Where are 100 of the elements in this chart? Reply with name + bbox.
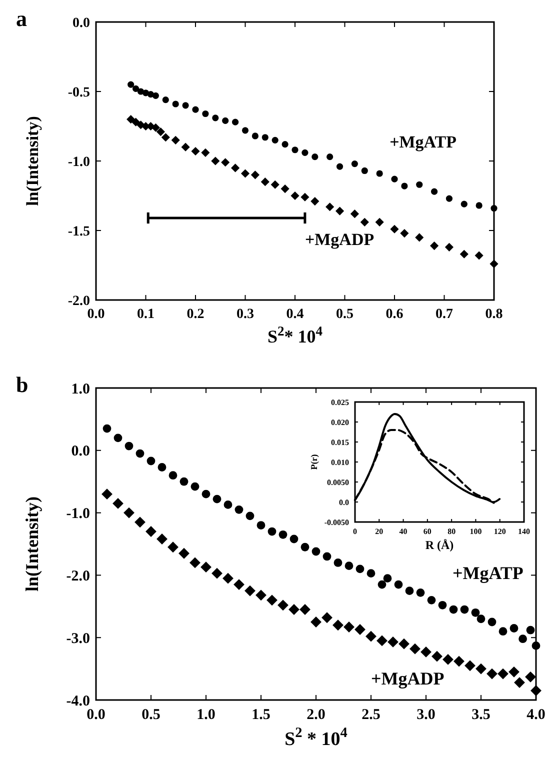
point <box>474 251 484 260</box>
point <box>366 630 376 642</box>
point <box>146 526 156 537</box>
point <box>136 449 144 458</box>
point <box>192 106 199 113</box>
point <box>508 666 520 678</box>
y-tick-label: -0.5 <box>68 85 90 100</box>
point <box>242 127 249 134</box>
legend-label: +MgADP <box>304 230 374 250</box>
point <box>201 148 210 157</box>
point <box>405 586 414 595</box>
point <box>212 494 222 504</box>
point <box>200 562 212 573</box>
point <box>132 118 140 126</box>
point <box>126 115 136 124</box>
x-tick-label: 3.0 <box>416 707 436 723</box>
point <box>326 202 334 212</box>
point <box>180 477 188 486</box>
point <box>114 434 122 442</box>
point <box>476 202 482 209</box>
point <box>454 656 464 667</box>
series-label: +MgADP <box>371 668 444 688</box>
y-tick-label: 0.020 <box>331 418 349 427</box>
point <box>190 557 200 568</box>
x-axis-title: R (Å) <box>425 538 454 552</box>
point <box>476 663 486 674</box>
point <box>181 142 190 152</box>
point <box>498 668 508 680</box>
point <box>222 117 229 124</box>
y-tick-label: 0.025 <box>331 398 349 407</box>
point <box>366 569 376 578</box>
point <box>244 585 256 596</box>
point <box>410 643 420 654</box>
point <box>250 170 260 180</box>
x-tick-label: 3.5 <box>472 707 490 723</box>
point <box>191 146 200 156</box>
point <box>262 134 268 141</box>
point <box>383 574 392 583</box>
point <box>268 527 276 536</box>
y-tick-label: 0.010 <box>331 458 349 467</box>
point <box>322 612 332 624</box>
point <box>152 92 159 99</box>
point <box>211 156 220 166</box>
point <box>350 210 359 218</box>
point <box>336 163 344 170</box>
point <box>300 604 310 615</box>
point <box>300 192 310 202</box>
x-tick-label: 2.5 <box>362 707 380 723</box>
point <box>514 677 525 688</box>
point <box>128 81 134 88</box>
x-tick-label: 140 <box>518 527 530 536</box>
point <box>158 463 166 472</box>
y-tick-label: -1.0 <box>66 506 90 522</box>
point <box>278 600 288 611</box>
point <box>488 618 496 626</box>
y-tick-label: -2.0 <box>68 294 90 309</box>
point <box>375 218 384 226</box>
point <box>525 671 536 682</box>
x-tick-label: 20 <box>375 527 384 536</box>
legend-label: +MgATP <box>452 563 524 584</box>
point <box>446 195 453 202</box>
point <box>486 668 498 680</box>
point <box>430 242 439 250</box>
point <box>246 512 254 520</box>
point <box>171 136 180 144</box>
y-tick-label: -4.0 <box>66 693 90 710</box>
y-axis-title: ln(Intensity) <box>22 496 42 592</box>
point <box>334 558 342 567</box>
x-tick-label: 0.5 <box>142 707 160 723</box>
point <box>232 118 239 126</box>
y-tick-label: 0.0050 <box>327 478 349 487</box>
point <box>532 642 540 650</box>
y-tick-label: 0.015 <box>331 438 349 447</box>
point <box>398 638 410 650</box>
point <box>221 158 230 167</box>
point <box>156 534 168 544</box>
point <box>401 182 408 190</box>
point <box>292 146 298 154</box>
point <box>442 654 454 665</box>
point <box>394 580 403 589</box>
x-tick-label: 120 <box>494 527 506 536</box>
point <box>172 100 179 108</box>
point <box>290 534 298 544</box>
point <box>464 660 476 672</box>
x-tick-label: 0.7 <box>436 307 453 322</box>
point <box>438 600 447 610</box>
point <box>102 424 112 433</box>
point <box>416 588 425 597</box>
point <box>256 590 266 601</box>
y-axis-title: P(r) <box>309 454 319 470</box>
point <box>460 200 468 208</box>
point <box>376 635 388 646</box>
point <box>400 228 409 238</box>
point <box>278 530 288 539</box>
point <box>490 204 498 212</box>
point <box>260 178 270 186</box>
point <box>354 624 366 635</box>
point <box>168 542 178 553</box>
point <box>212 568 222 579</box>
y-tick-label: -0.0050 <box>324 518 349 527</box>
